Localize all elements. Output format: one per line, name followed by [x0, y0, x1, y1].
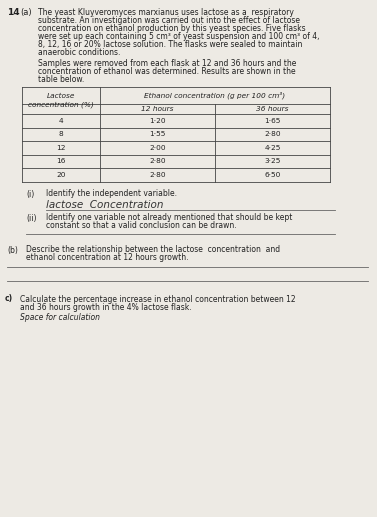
Text: substrate. An investigation was carried out into the effect of lactose: substrate. An investigation was carried …	[38, 16, 300, 25]
Text: Samples were removed from each flask at 12 and 36 hours and the: Samples were removed from each flask at …	[38, 59, 296, 68]
Text: (b): (b)	[7, 246, 18, 254]
Text: 4·25: 4·25	[264, 145, 281, 151]
Text: 4: 4	[59, 118, 63, 124]
Text: (a): (a)	[20, 8, 32, 17]
Text: constant so that a valid conclusion can be drawn.: constant so that a valid conclusion can …	[46, 221, 237, 231]
Text: 2·80: 2·80	[149, 158, 166, 164]
Text: Space for calculation: Space for calculation	[20, 312, 100, 322]
Text: were set up each containing 5 cm³ of yeast suspension and 100 cm³ of 4,: were set up each containing 5 cm³ of yea…	[38, 32, 319, 41]
Text: lactose  Concentration: lactose Concentration	[46, 200, 164, 209]
Text: 8: 8	[59, 131, 63, 137]
Text: 36 hours: 36 hours	[256, 106, 289, 112]
Text: anaerobic conditions.: anaerobic conditions.	[38, 48, 120, 57]
Text: 1·55: 1·55	[149, 131, 166, 137]
Text: 16: 16	[56, 158, 66, 164]
Text: Identify the independent variable.: Identify the independent variable.	[46, 190, 177, 199]
Text: 1·65: 1·65	[264, 118, 281, 124]
Text: 12: 12	[56, 145, 66, 151]
Text: Identify one variable not already mentioned that should be kept: Identify one variable not already mentio…	[46, 214, 293, 222]
Text: concentration on ethanol production by this yeast species. Five flasks: concentration on ethanol production by t…	[38, 24, 306, 33]
Text: 2·00: 2·00	[149, 145, 166, 151]
Text: table below.: table below.	[38, 75, 84, 84]
Text: and 36 hours growth in the 4% lactose flask.: and 36 hours growth in the 4% lactose fl…	[20, 302, 192, 312]
Text: 20: 20	[56, 172, 66, 178]
Text: 12 hours: 12 hours	[141, 106, 174, 112]
Text: 1·20: 1·20	[149, 118, 166, 124]
Text: 6·50: 6·50	[264, 172, 281, 178]
Text: Describe the relationship between the lactose  concentration  and: Describe the relationship between the la…	[26, 246, 280, 254]
Text: concentration of ethanol was determined. Results are shown in the: concentration of ethanol was determined.…	[38, 67, 296, 76]
Text: Calculate the percentage increase in ethanol concentration between 12: Calculate the percentage increase in eth…	[20, 295, 296, 303]
Text: The yeast Kluyveromyces marxianus uses lactose as a  respiratory: The yeast Kluyveromyces marxianus uses l…	[38, 8, 294, 17]
Text: (i): (i)	[26, 190, 34, 199]
Text: Ethanol concentration (g per 100 cm³): Ethanol concentration (g per 100 cm³)	[144, 92, 285, 99]
Text: c): c)	[5, 295, 13, 303]
Text: 3·25: 3·25	[264, 158, 281, 164]
Text: 14: 14	[7, 8, 20, 17]
Text: (ii): (ii)	[26, 214, 37, 222]
Text: Lactose
concentration (%): Lactose concentration (%)	[28, 94, 94, 108]
Text: 2·80: 2·80	[149, 172, 166, 178]
Text: 8, 12, 16 or 20% lactose solution. The flasks were sealed to maintain: 8, 12, 16 or 20% lactose solution. The f…	[38, 40, 302, 49]
Text: ethanol concentration at 12 hours growth.: ethanol concentration at 12 hours growth…	[26, 253, 188, 263]
Text: 2·80: 2·80	[264, 131, 281, 137]
